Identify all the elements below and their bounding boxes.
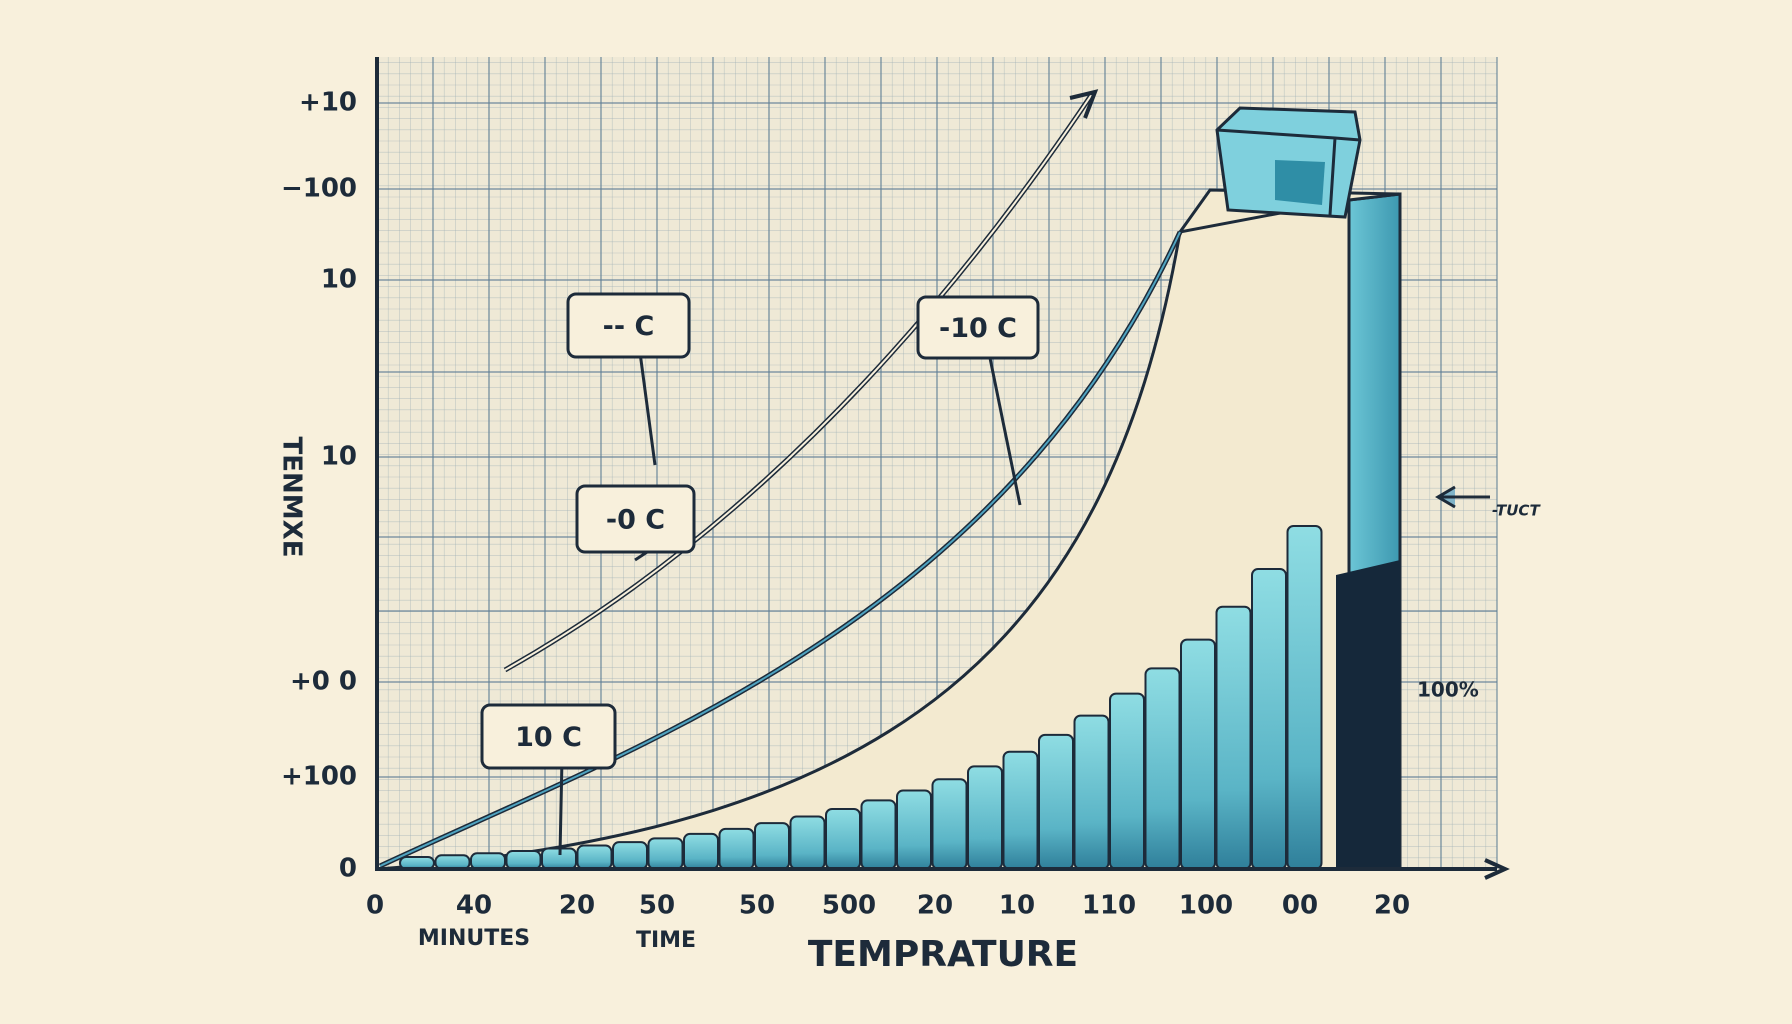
bars	[399, 525, 1323, 871]
trend-line-inner	[504, 93, 1093, 671]
bar	[470, 852, 506, 870]
callout-box	[916, 295, 1040, 360]
y-tick-label: +10	[299, 88, 357, 118]
x-tick-label: 20	[559, 891, 595, 921]
bar	[1002, 750, 1039, 871]
x-axis-title: TEMPRATURE	[808, 934, 1078, 975]
axes	[375, 57, 1497, 871]
x-tick-label: 110	[1082, 891, 1136, 921]
y-tick-label: +0 0	[290, 667, 357, 697]
ice-cube	[1215, 106, 1362, 219]
trend-arrow	[1069, 89, 1099, 119]
y-tick-label: +100	[281, 762, 357, 792]
x-tick-label: 50	[639, 891, 675, 921]
callout-box	[480, 703, 617, 770]
x-tick-label: 20	[917, 891, 953, 921]
snow-mound	[376, 198, 1351, 871]
bar	[754, 822, 790, 871]
callout-box	[575, 484, 696, 554]
bar	[1109, 692, 1145, 871]
bar	[1073, 714, 1110, 871]
x-tick-label: 20	[1374, 891, 1410, 921]
column-shadow	[1336, 560, 1400, 869]
x-tick-label: 40	[456, 891, 492, 921]
bar	[612, 841, 648, 870]
y-tick-label: 10	[321, 442, 357, 472]
callout-box	[566, 292, 691, 359]
bar	[683, 832, 719, 870]
y-tick-label: 10	[321, 265, 357, 295]
bar	[647, 837, 684, 870]
x-tick-label: 100	[1179, 891, 1233, 921]
callout-label: -10 C	[939, 313, 1017, 344]
bar	[860, 799, 897, 871]
bar	[576, 844, 613, 870]
bar	[825, 808, 861, 870]
y-tick-label: 0	[339, 854, 357, 884]
callout-label: -- C	[603, 311, 655, 342]
callout-pointer	[558, 767, 564, 856]
bar	[1215, 605, 1252, 871]
side-note: 100%	[1417, 678, 1479, 702]
x-sublabel: TIME	[636, 928, 696, 953]
x-tick-label: 50	[739, 891, 775, 921]
y-axis-title: TENMXE	[277, 437, 307, 558]
x-tick-label: 10	[999, 891, 1035, 921]
callout-label: 10 C	[515, 722, 582, 753]
bar	[1286, 525, 1323, 870]
side-arrow	[1435, 485, 1490, 509]
side-note: -TUCT	[1492, 502, 1541, 520]
x-tick-label: 0	[366, 891, 384, 921]
bar	[505, 850, 542, 871]
x-sublabel: MINUTES	[418, 926, 530, 951]
bar	[789, 815, 826, 870]
bar	[896, 789, 932, 870]
x-tick-label: 00	[1282, 891, 1318, 921]
y-tick-label: −100	[281, 174, 357, 204]
bar	[1251, 568, 1287, 870]
bar	[1144, 667, 1181, 870]
callout-pointer	[639, 356, 657, 466]
bar	[718, 827, 755, 870]
callout-pointer	[988, 357, 1022, 506]
bar	[434, 854, 471, 870]
bar	[967, 765, 1003, 870]
bar	[931, 778, 968, 871]
curve-line-inner	[379, 231, 1181, 867]
bar	[1038, 733, 1074, 871]
bar	[1180, 638, 1216, 871]
callout-label: -0 C	[606, 505, 665, 536]
x-axis-arrow	[1484, 858, 1510, 880]
x-tick-label: 500	[822, 891, 876, 921]
